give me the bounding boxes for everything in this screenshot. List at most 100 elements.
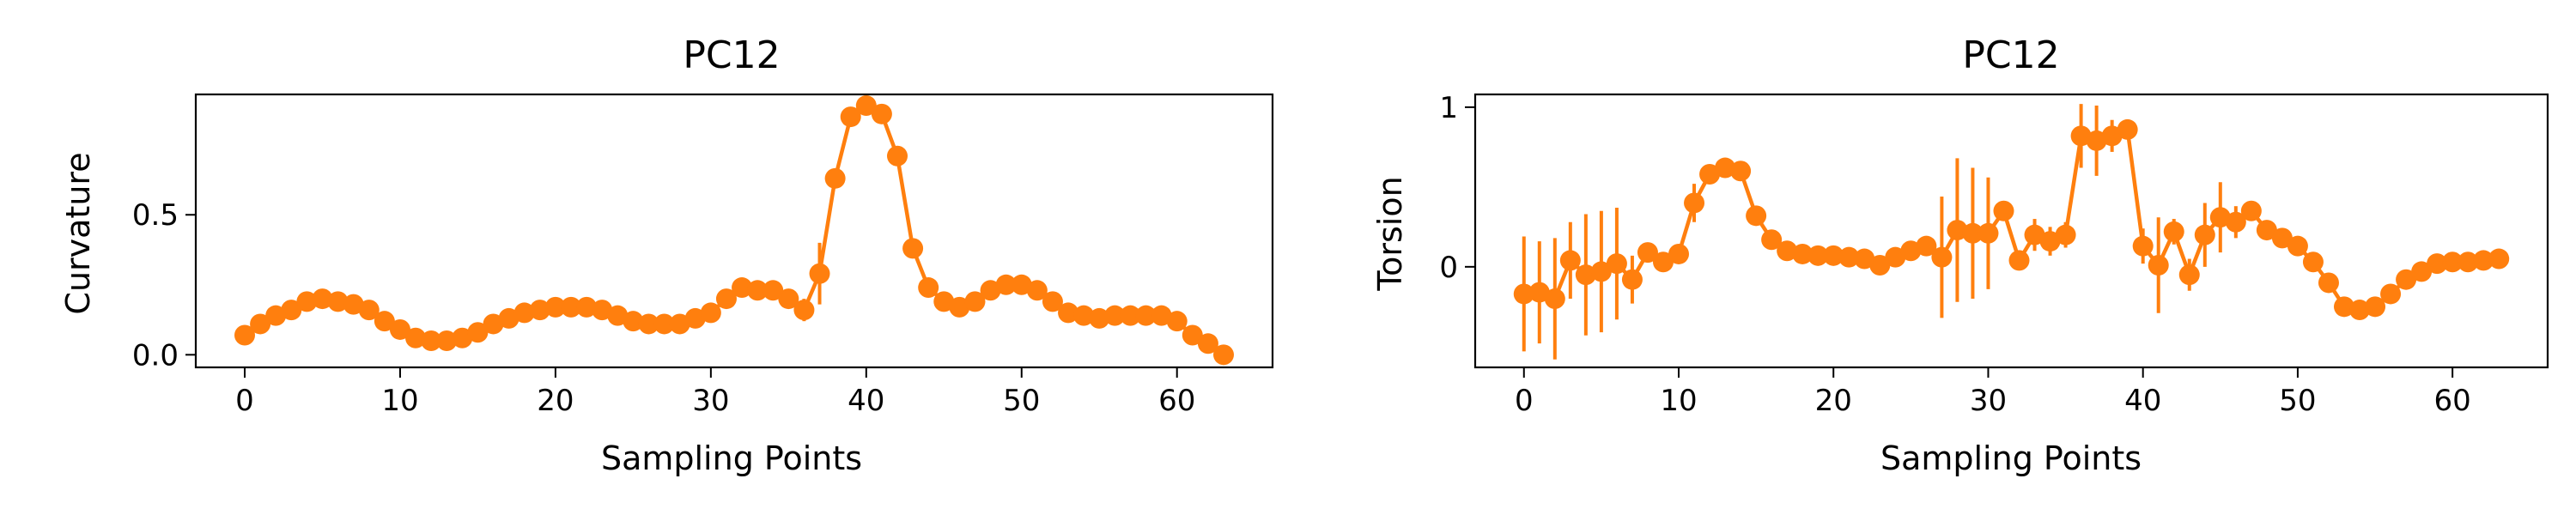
y-tick-label: 0.0 <box>132 338 179 373</box>
data-point <box>1528 282 1550 303</box>
data-point <box>2039 231 2061 252</box>
x-tick-label: 30 <box>1970 384 2007 418</box>
data-point <box>964 291 986 312</box>
data-point <box>1931 246 1953 268</box>
data-point <box>592 300 613 321</box>
data-point <box>389 318 410 340</box>
data-point <box>2024 224 2045 245</box>
x-tick-label: 20 <box>537 384 574 418</box>
x-tick-label: 10 <box>1660 384 1697 418</box>
data-point <box>1761 229 1783 251</box>
data-point <box>1807 245 1829 266</box>
data-point <box>296 291 318 312</box>
x-tick-label: 10 <box>381 384 418 418</box>
data-point <box>1621 269 1643 290</box>
data-point <box>1151 305 1172 326</box>
data-point <box>2380 283 2402 305</box>
data-point <box>809 263 830 284</box>
data-point <box>871 103 892 124</box>
right-chart-title: PC12 <box>1962 33 2059 77</box>
data-point <box>2209 207 2231 228</box>
data-point <box>778 288 799 310</box>
data-point <box>483 313 504 335</box>
data-point <box>1777 240 1798 262</box>
data-point <box>405 327 427 348</box>
data-point <box>700 302 721 324</box>
data-point <box>2256 220 2277 241</box>
data-point <box>1120 305 1141 326</box>
data-point <box>2318 272 2339 294</box>
data-point <box>1684 192 1705 214</box>
data-point <box>1746 205 1767 227</box>
data-point <box>374 311 395 332</box>
data-point <box>1011 274 1032 295</box>
data-point <box>1962 222 1984 244</box>
data-point <box>2442 251 2464 273</box>
data-point <box>421 330 442 352</box>
data-point <box>2333 296 2354 318</box>
data-point <box>2427 253 2448 275</box>
data-point <box>544 296 566 318</box>
series-line <box>1523 127 2500 312</box>
data-point <box>2178 264 2200 286</box>
right-chart-plot-area: 0 10 20 30 40 50 60 0 1 <box>1439 91 2549 418</box>
data-point <box>2194 224 2215 245</box>
data-point <box>467 322 489 343</box>
right-chart-x-axis-label: Sampling Points <box>1880 439 2142 477</box>
right-chart-panel: PC12 Sampling Points Torsion 0 10 20 30 40 50… <box>1371 33 2549 477</box>
data-point <box>2302 251 2324 273</box>
data-point <box>1089 307 1110 329</box>
left-chart-axes-frame <box>194 93 1274 369</box>
right-chart-y-axis-label: Torsion <box>1371 176 1409 291</box>
data-point <box>1916 235 1937 257</box>
x-tick-label: 40 <box>848 384 884 418</box>
data-point <box>2225 211 2246 233</box>
data-point <box>1166 311 1188 332</box>
data-point <box>638 313 659 335</box>
data-point <box>1182 324 1203 346</box>
data-point <box>234 324 255 346</box>
data-point <box>327 291 349 312</box>
data-point <box>2488 248 2510 270</box>
left-chart-plot-area: 0 10 20 30 40 50 60 0.0 0.5 <box>132 93 1274 418</box>
data-point <box>715 288 737 310</box>
data-point <box>669 313 690 335</box>
data-point <box>1838 246 1860 268</box>
data-point <box>2163 221 2184 242</box>
data-point <box>1900 240 1922 262</box>
data-point <box>2070 125 2092 147</box>
x-tick-label: 0 <box>235 384 254 418</box>
data-point <box>1026 280 1048 301</box>
data-point <box>1104 305 1126 326</box>
data-point <box>918 277 939 299</box>
data-point <box>1993 200 2014 221</box>
data-point <box>980 280 1001 301</box>
data-point <box>452 327 473 348</box>
y-tick-label: 1 <box>1439 91 1458 125</box>
data-point <box>1699 163 1721 185</box>
data-point <box>840 106 861 128</box>
data-point <box>995 274 1017 295</box>
data-point <box>2473 250 2494 271</box>
data-point <box>1197 333 1218 354</box>
x-tick-label: 50 <box>2279 384 2316 418</box>
data-point <box>312 288 333 310</box>
left-chart-x-axis-label: Sampling Points <box>601 439 862 477</box>
data-point <box>2411 261 2433 282</box>
y-tick-label: 0.5 <box>132 198 179 233</box>
data-point <box>824 167 846 189</box>
data-point <box>2458 251 2479 273</box>
data-point <box>1544 288 1565 310</box>
data-point <box>933 291 955 312</box>
data-point <box>1715 157 1736 179</box>
data-point <box>358 300 380 321</box>
data-point <box>1213 344 1234 366</box>
data-point <box>513 302 535 324</box>
data-point <box>2287 235 2308 257</box>
data-point <box>2396 269 2417 290</box>
y-tick-label: 0 <box>1439 251 1458 285</box>
x-tick-label: 60 <box>1158 384 1195 418</box>
data-point <box>498 307 519 329</box>
data-point <box>2349 300 2371 321</box>
